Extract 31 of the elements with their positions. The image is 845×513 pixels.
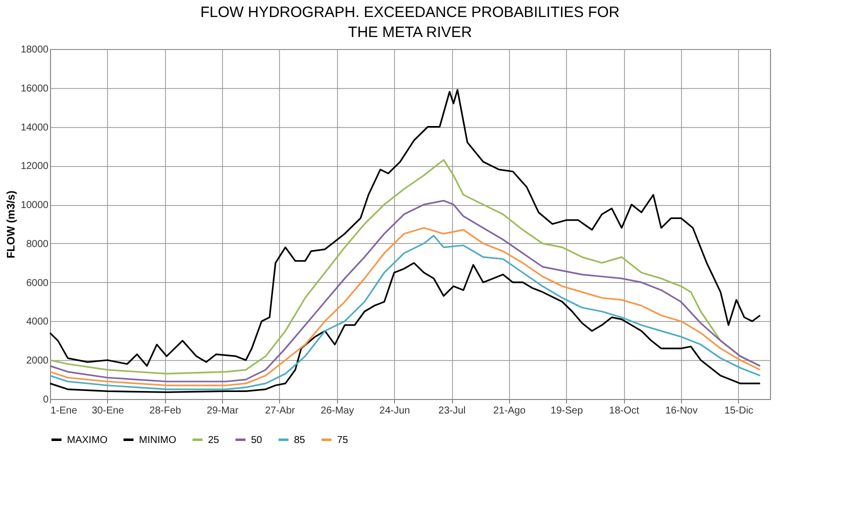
y-axis-title: FLOW (m3/s)	[6, 190, 18, 258]
legend-label: 50	[251, 434, 263, 446]
legend-label: 75	[337, 434, 349, 446]
y-tick-label: 0	[42, 394, 49, 406]
y-tick-label: 12000	[20, 161, 49, 172]
y-tick-label: 4000	[26, 316, 49, 328]
x-tick-label: 18-Oct	[609, 406, 640, 416]
x-tick-label: 1-Ene	[50, 406, 78, 416]
y-tick-label: 8000	[26, 238, 49, 250]
y-tick-label: 16000	[20, 83, 49, 94]
x-tick-label: 15-Dic	[724, 406, 754, 416]
y-tick-label: 18000	[20, 44, 49, 56]
legend-label: MAXIMO	[67, 434, 108, 446]
x-tick-label: 26-May	[320, 406, 354, 416]
x-tick-label: 27-Abr	[264, 406, 296, 416]
x-tick-label: 24-Jun	[379, 406, 410, 416]
x-tick-label: 21-Ago	[493, 406, 526, 416]
x-tick-label: 30-Ene	[92, 406, 124, 416]
x-tick-label: 16-Nov	[665, 406, 698, 416]
legend-label: MINIMO	[139, 434, 176, 446]
y-tick-label: 10000	[20, 200, 49, 212]
chart-title: FLOW HYDROGRAPH. EXCEEDANCE PROBABILITIES FOR THE META RIVER	[200, 4, 620, 41]
legend-label: 25	[208, 434, 220, 446]
legend-label: 85	[294, 434, 306, 446]
x-tick-label: 29-Mar	[206, 406, 240, 416]
y-tick-label: 2000	[26, 356, 49, 367]
x-tick-label: 23-Jul	[438, 406, 466, 416]
y-tick-label: 14000	[20, 122, 49, 134]
y-tick-label: 6000	[26, 278, 49, 289]
x-tick-label: 19-Sep	[550, 406, 584, 416]
x-tick-label: 28-Feb	[149, 406, 182, 416]
